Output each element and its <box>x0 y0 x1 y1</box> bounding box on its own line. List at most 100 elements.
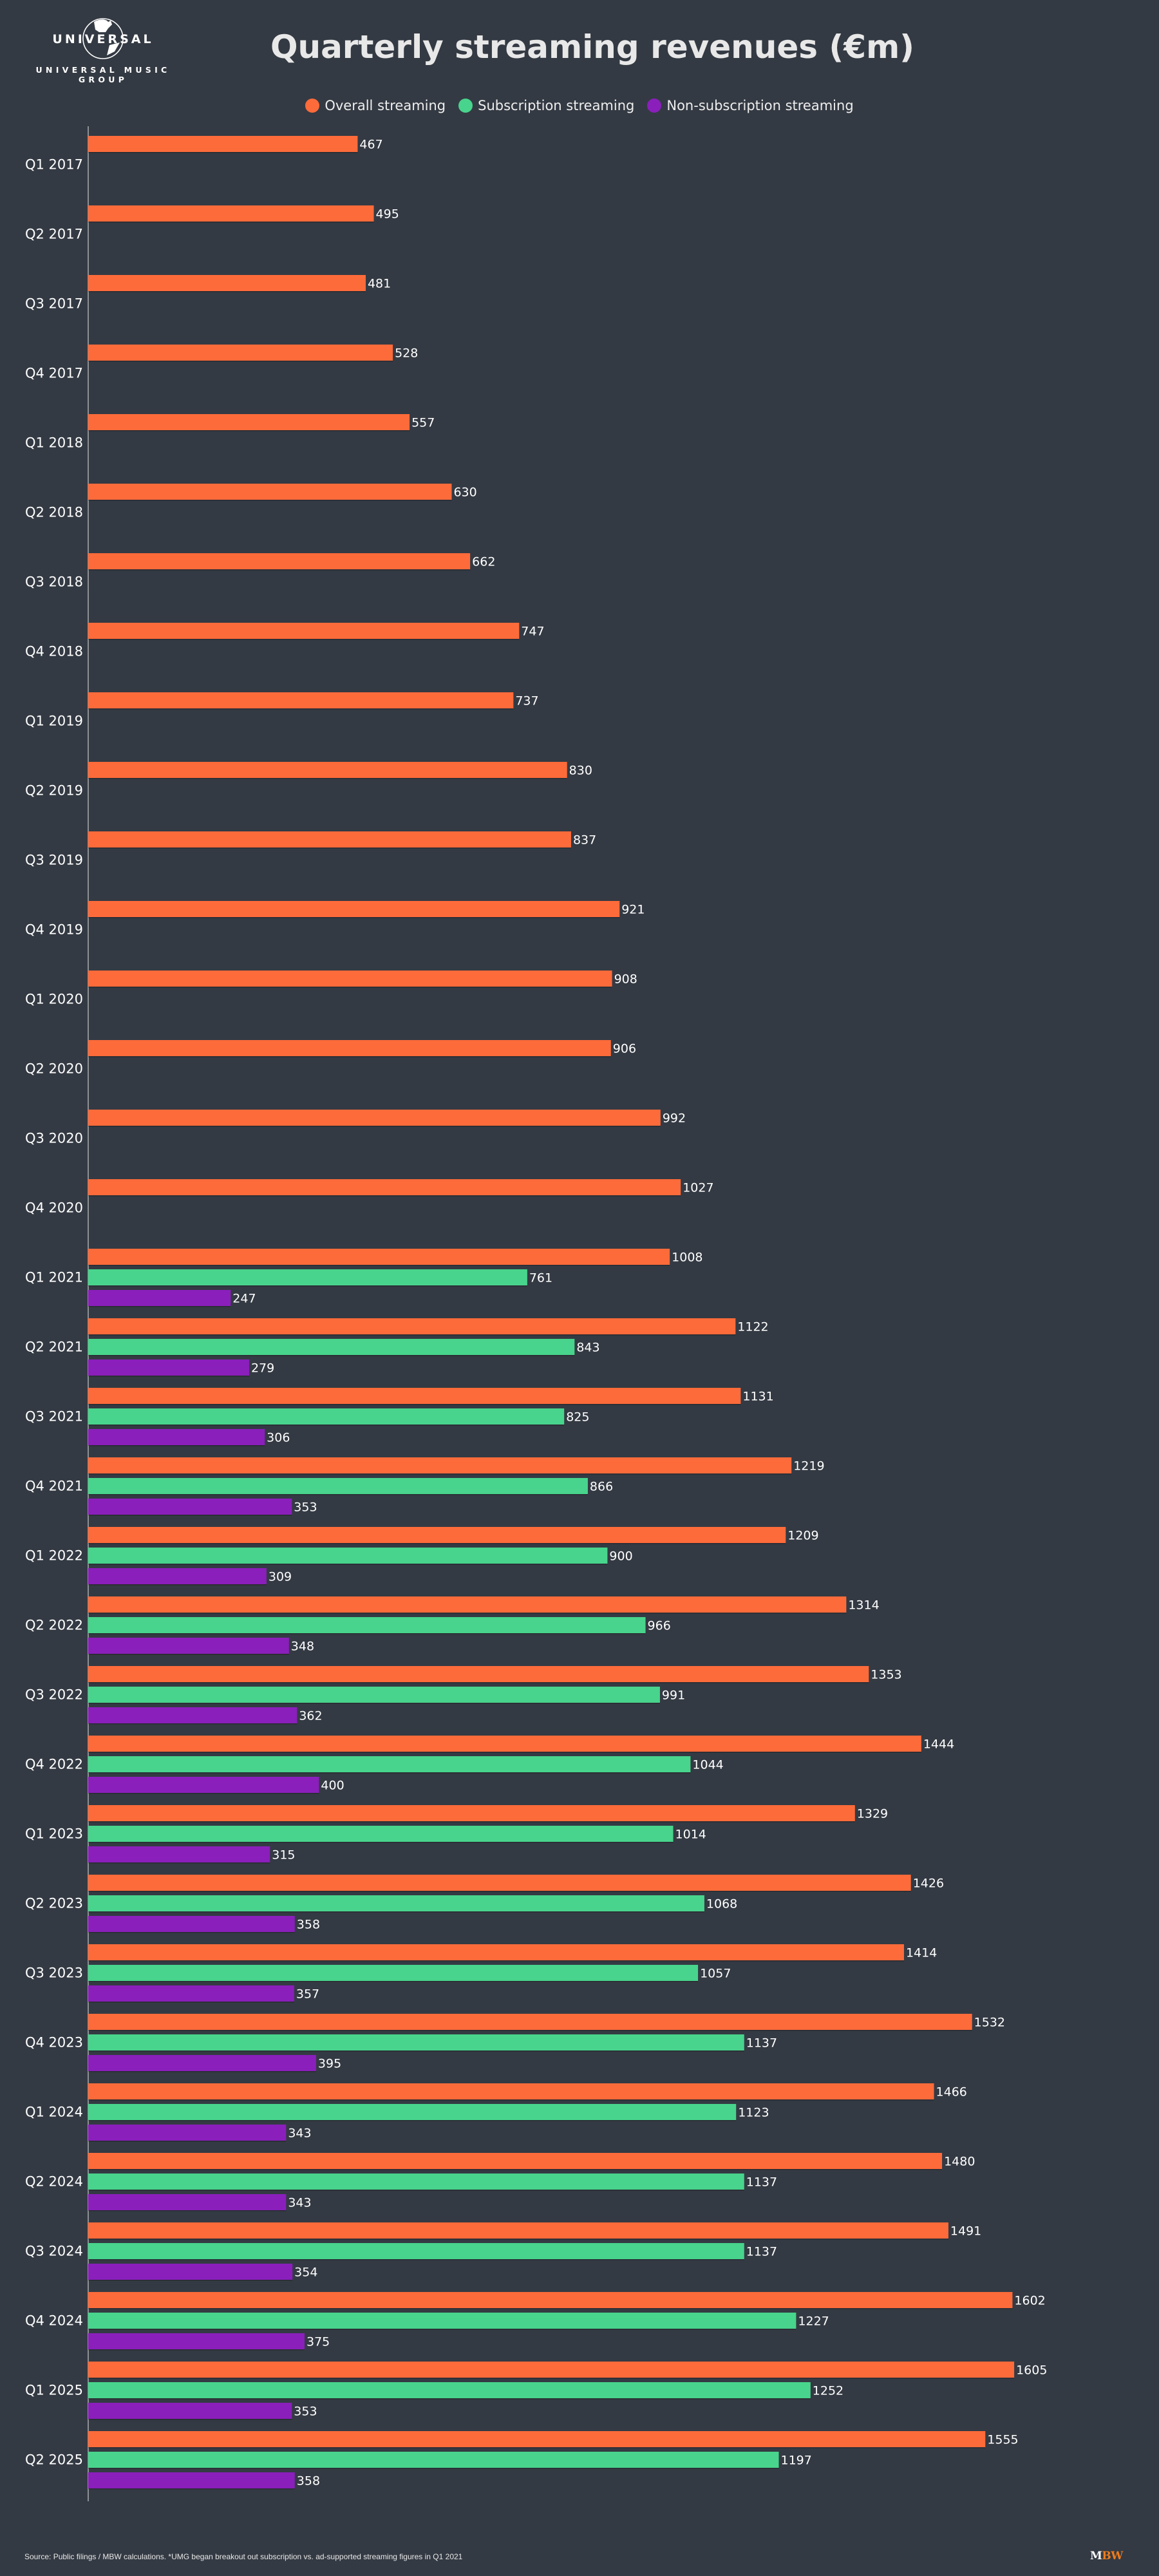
bar-group-q3-2023: Q3 2023 1414 1057 357 <box>25 1944 937 2003</box>
data-label-overall-streaming: 1444 <box>923 1738 954 1752</box>
bar-subscription-streaming-q4-2021 <box>88 1478 588 1494</box>
bar-shadow <box>88 1195 681 1197</box>
bar-shadow <box>88 2488 295 2490</box>
bar-shadow <box>88 1613 847 1614</box>
bar-non-subscription-streaming-q4-2023 <box>88 2055 316 2071</box>
bar-group-q3-2020: Q3 2020 992 <box>25 1110 686 1146</box>
data-label-overall-streaming: 1532 <box>974 2016 1005 2030</box>
bar-shadow <box>88 1633 646 1634</box>
y-tick-label: Q3 2017 <box>25 296 83 312</box>
data-label-non-subscription-streaming: 353 <box>294 2405 317 2419</box>
bar-shadow <box>88 987 612 988</box>
bar-shadow <box>88 778 567 779</box>
bar-shadow <box>88 848 571 849</box>
bar-non-subscription-streaming-q4-2022 <box>88 1777 319 1793</box>
bar-overall-streaming-q3-2023 <box>88 1944 904 1960</box>
data-label-non-subscription-streaming: 348 <box>291 1640 314 1654</box>
globe-icon <box>82 18 124 59</box>
bar-shadow <box>88 2259 744 2260</box>
data-label-non-subscription-streaming: 357 <box>296 1987 319 2002</box>
bar-non-subscription-streaming-q2-2021 <box>88 1359 249 1376</box>
bar-shadow <box>88 1473 792 1475</box>
bar-non-subscription-streaming-q2-2024 <box>88 2194 287 2210</box>
bar-shadow <box>88 2349 305 2351</box>
bar-group-q4-2018: Q4 2018 747 <box>25 623 545 659</box>
bar-shadow <box>88 1376 249 1377</box>
bar-shadow <box>88 2329 796 2330</box>
bar-shadow <box>88 2280 293 2281</box>
bar-group-q4-2021: Q4 2021 1219 866 353 <box>25 1457 825 1516</box>
bar-shadow <box>88 2099 934 2101</box>
data-label-subscription-streaming: 1123 <box>738 2106 769 2120</box>
data-label-overall-streaming: 921 <box>621 903 645 917</box>
data-label-subscription-streaming: 843 <box>576 1341 599 1355</box>
data-label-overall-streaming: 1008 <box>672 1251 702 1265</box>
bar-shadow <box>88 1515 292 1516</box>
bar-group-q4-2022: Q4 2022 1444 1044 400 <box>25 1736 954 1794</box>
bar-subscription-streaming-q1-2023 <box>88 1826 674 1842</box>
bar-overall-streaming-q4-2019 <box>88 901 620 917</box>
bar-overall-streaming-q2-2017 <box>88 205 374 222</box>
bar-shadow <box>88 2030 972 2031</box>
bar-overall-streaming-q3-2024 <box>88 2222 948 2239</box>
bar-overall-streaming-q2-2022 <box>88 1596 847 1613</box>
bar-group-q4-2023: Q4 2023 1532 1137 395 <box>25 2014 1005 2072</box>
data-label-non-subscription-streaming: 315 <box>272 1848 295 1862</box>
data-label-subscription-streaming: 761 <box>529 1271 552 1285</box>
data-label-non-subscription-streaming: 353 <box>294 1501 317 1515</box>
y-tick-label: Q3 2020 <box>25 1131 83 1146</box>
legend-dot-overall-icon <box>305 99 320 113</box>
data-label-overall-streaming: 1605 <box>1016 2363 1047 2378</box>
bar-group-q2-2017: Q2 2017 495 <box>25 205 399 242</box>
bar-overall-streaming-q4-2018 <box>88 623 520 639</box>
y-tick-label: Q1 2020 <box>25 992 83 1007</box>
bar-shadow <box>88 2071 316 2072</box>
bar-overall-streaming-q2-2025 <box>88 2431 986 2447</box>
bar-shadow <box>88 2239 948 2240</box>
bar-non-subscription-streaming-q1-2023 <box>88 1846 270 1862</box>
bar-shadow <box>88 1404 741 1405</box>
y-tick-label: Q4 2021 <box>25 1479 83 1494</box>
bar-subscription-streaming-q4-2022 <box>88 1756 691 1772</box>
data-label-overall-streaming: 1414 <box>906 1946 937 1960</box>
bar-overall-streaming-q1-2020 <box>88 971 612 987</box>
data-label-subscription-streaming: 1044 <box>692 1758 723 1772</box>
y-tick-label: Q2 2024 <box>25 2174 83 2190</box>
y-tick-label: Q2 2023 <box>25 1896 83 1911</box>
bar-shadow <box>88 1891 911 1892</box>
bar-overall-streaming-q1-2024 <box>88 2083 934 2099</box>
data-label-subscription-streaming: 1227 <box>798 2315 829 2329</box>
y-tick-label: Q4 2023 <box>25 2035 83 2050</box>
data-label-non-subscription-streaming: 362 <box>299 1709 322 1723</box>
y-tick-label: Q2 2022 <box>25 1618 83 1633</box>
bar-shadow <box>88 1821 855 1823</box>
data-label-overall-streaming: 1131 <box>742 1390 773 1404</box>
bar-non-subscription-streaming-q3-2024 <box>88 2264 293 2280</box>
bar-shadow <box>88 1543 786 1544</box>
bar-shadow <box>88 2120 737 2121</box>
bar-overall-streaming-q4-2017 <box>88 345 393 361</box>
bar-group-q4-2024: Q4 2024 1602 1227 375 <box>25 2292 1046 2351</box>
data-label-overall-streaming: 1027 <box>683 1181 713 1195</box>
y-tick-label: Q3 2021 <box>25 1409 83 1425</box>
data-label-overall-streaming: 992 <box>663 1112 686 1126</box>
bar-overall-streaming-q3-2021 <box>88 1388 741 1404</box>
bar-overall-streaming-q4-2022 <box>88 1736 921 1752</box>
bar-group-q2-2020: Q2 2020 906 <box>25 1040 636 1077</box>
bar-shadow <box>88 1445 265 1446</box>
bar-group-q1-2017: Q1 2017 467 <box>25 136 383 173</box>
data-label-overall-streaming: 557 <box>411 416 435 430</box>
bar-overall-streaming-q4-2024 <box>88 2292 1013 2308</box>
bar-shadow <box>88 2468 779 2469</box>
data-label-non-subscription-streaming: 306 <box>267 1431 290 1445</box>
bar-shadow <box>88 1494 588 1495</box>
data-label-overall-streaming: 1480 <box>944 2155 975 2169</box>
data-label-overall-streaming: 481 <box>368 277 391 291</box>
y-tick-label: Q2 2018 <box>25 505 83 520</box>
y-tick-label: Q1 2023 <box>25 1826 83 1842</box>
data-label-overall-streaming: 1426 <box>913 1877 944 1891</box>
bar-overall-streaming-q3-2022 <box>88 1666 869 1682</box>
bar-shadow <box>88 2447 986 2448</box>
bar-subscription-streaming-q2-2021 <box>88 1339 575 1355</box>
mbw-logo-bw: BW <box>1102 2550 1123 2562</box>
